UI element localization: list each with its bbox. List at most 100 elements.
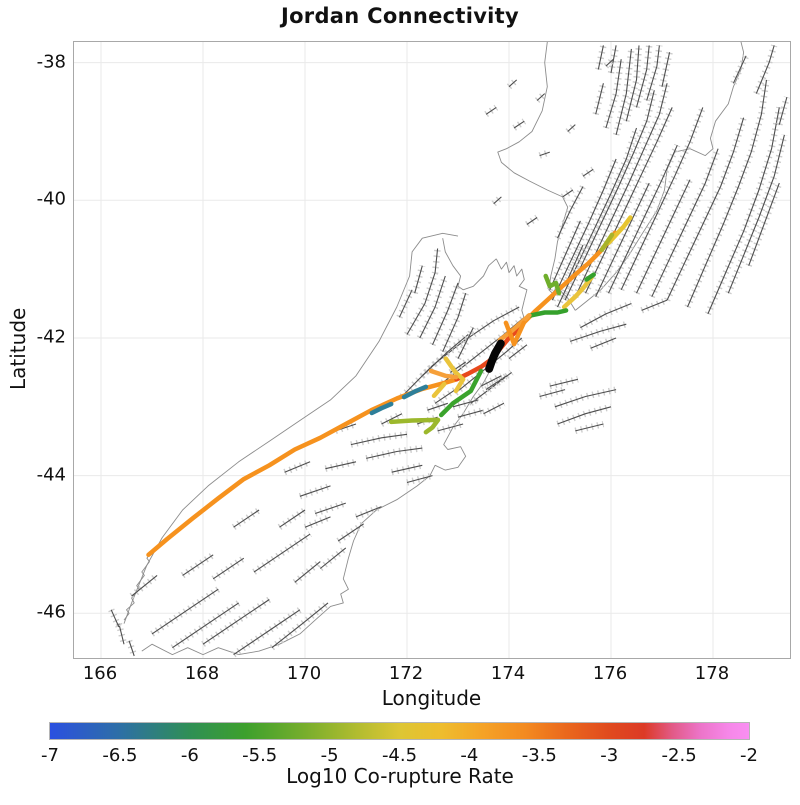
fault-trace (590, 337, 617, 349)
y-tick-label: -46 (36, 601, 66, 623)
yellow-south-trace (443, 356, 466, 394)
fault-trace (727, 134, 785, 294)
fault-trace (554, 389, 617, 408)
fault-trace (202, 599, 270, 645)
fault-trace (483, 402, 505, 415)
fault-trace (620, 107, 704, 291)
x-tick-label: 166 (82, 663, 118, 684)
fault-trace (666, 117, 745, 301)
fault-trace (294, 561, 321, 583)
needles-trace (606, 215, 633, 246)
fault-trace (398, 289, 413, 318)
olive-top-trace (599, 232, 615, 253)
fault-trace (595, 83, 604, 115)
fault-trace (513, 120, 525, 129)
fault-trace (732, 55, 747, 84)
orange-branch-trace (497, 312, 532, 343)
x-tick-label: 172 (388, 663, 424, 684)
y-tick-label: -38 (36, 51, 66, 73)
fault-trace (299, 485, 331, 497)
fault-trace (427, 402, 448, 411)
colorbar-tick-label: -6.5 (102, 745, 138, 766)
yellow-west-trace (431, 381, 447, 399)
gridlines (74, 42, 790, 658)
x-tick-label: 176 (592, 663, 628, 684)
fault-trace (585, 107, 673, 294)
fault-trace (437, 423, 464, 432)
colorbar-tick-label: -2.5 (661, 745, 697, 766)
y-tick-label: -42 (36, 326, 66, 348)
fault-trace (567, 124, 576, 132)
colorbar-tick-label: -4.5 (381, 745, 418, 766)
fault-trace (580, 302, 632, 329)
fault-trace (110, 609, 120, 628)
fault-trace (457, 327, 474, 359)
olive-hook-trace (543, 273, 562, 296)
fault-trace (485, 375, 507, 391)
orange-fork-trace (503, 320, 527, 347)
fault-trace (625, 45, 640, 122)
fault-trace (778, 96, 788, 125)
map-canvas (74, 42, 790, 658)
x-tick-label: 168 (184, 663, 220, 684)
fault-trace (615, 48, 632, 136)
fault-ladder (416, 274, 449, 340)
fault-trace (304, 516, 331, 528)
fault-trace (748, 182, 780, 266)
fault-trace (549, 220, 581, 291)
jordan-fault (485, 339, 505, 373)
fault-trace (442, 293, 467, 352)
coastline (123, 547, 155, 621)
fault-trace (539, 389, 566, 398)
coastline (238, 299, 525, 656)
fault-trace (452, 399, 479, 408)
fault-trace (414, 265, 423, 294)
teal-trace-1 (401, 384, 429, 400)
fault-trace (480, 375, 502, 387)
fault-trace (128, 640, 135, 657)
green-south-trace (438, 368, 484, 418)
fault-trace (284, 461, 311, 473)
fault-trace (493, 196, 502, 205)
fault-trace (755, 45, 775, 94)
y-tick-label: -40 (36, 188, 66, 210)
fault-trace (212, 557, 245, 580)
fault-trace (151, 588, 219, 635)
fault-trace (233, 609, 301, 656)
x-axis-label: Longitude (381, 686, 482, 710)
fault-trace (131, 574, 158, 597)
fault-trace (421, 334, 469, 377)
fault-trace (118, 623, 125, 645)
fault-trace (686, 79, 768, 308)
fault-ladder (725, 134, 788, 295)
fault-trace (549, 378, 579, 387)
coastline (442, 238, 497, 291)
x-tick-label: 170 (286, 663, 322, 684)
fault-trace (536, 93, 546, 101)
alpine-fault (146, 377, 459, 558)
fault-trace (457, 409, 484, 418)
fault-trace (391, 464, 423, 473)
fault-trace (605, 58, 614, 67)
fault-ladder (618, 106, 706, 292)
fault-trace (597, 45, 604, 70)
chartreuse-trace (388, 417, 441, 435)
plot-area (73, 41, 791, 659)
colorbar-tick-label: -5 (320, 745, 339, 766)
colorbar-tick-label: -2 (740, 745, 758, 766)
fault-trace (508, 344, 528, 360)
fault-trace (557, 186, 584, 239)
fault-trace (605, 59, 622, 129)
fault-trace (381, 413, 403, 425)
green-horizontal-trace (526, 308, 569, 319)
green-spot-trace (584, 272, 596, 282)
fault-trace (355, 506, 382, 518)
orange-small-trace (428, 368, 459, 380)
fault-trace (564, 90, 655, 301)
fault-trace (661, 52, 671, 87)
fault-trace (419, 275, 446, 339)
coastline (495, 258, 528, 301)
fault-trace (485, 106, 497, 115)
x-tick-label: 174 (490, 663, 526, 684)
coastline (141, 643, 239, 656)
